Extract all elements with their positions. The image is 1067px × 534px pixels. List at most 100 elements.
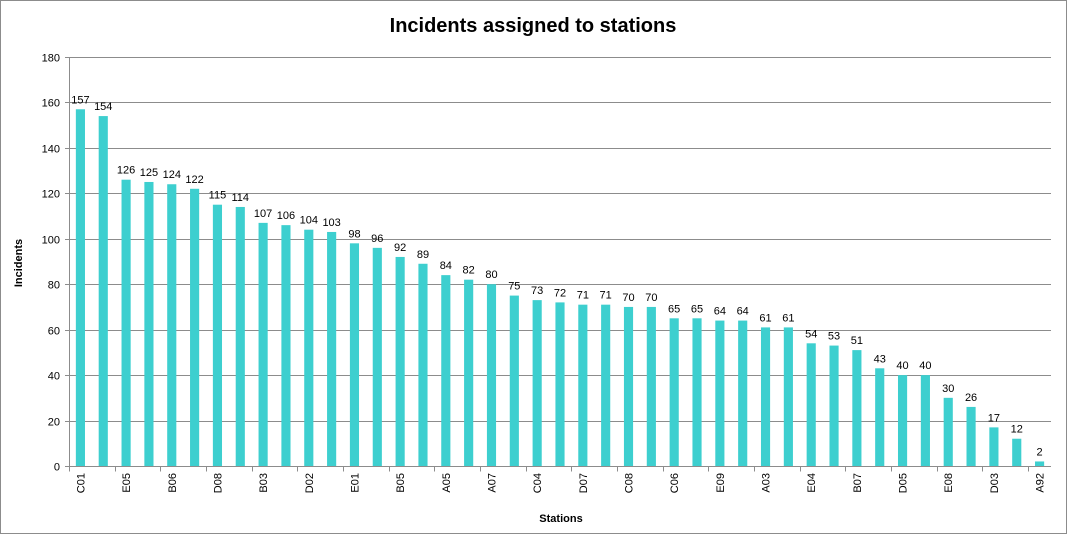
bar (966, 406, 976, 466)
data-label: 154 (94, 101, 112, 113)
data-label: 114 (232, 192, 250, 204)
y-tick-label: 100 (42, 235, 60, 247)
y-tick-label: 140 (42, 144, 60, 156)
x-tick-label: E01 (349, 473, 361, 493)
bar (372, 247, 382, 466)
data-label: 80 (485, 269, 497, 281)
data-label: 126 (117, 165, 135, 177)
data-label: 122 (185, 174, 203, 186)
data-label: 30 (942, 383, 954, 395)
data-label: 104 (300, 215, 318, 227)
data-label: 40 (896, 360, 908, 372)
x-tick-label: B05 (395, 473, 407, 493)
data-label: 65 (668, 303, 680, 315)
bar (943, 397, 953, 466)
x-tick-label: D02 (304, 473, 316, 493)
x-tick-label: B06 (167, 473, 179, 493)
bar (783, 327, 793, 466)
bar (738, 320, 748, 466)
data-label: 157 (71, 94, 89, 106)
data-label: 84 (440, 260, 452, 272)
bar (875, 368, 885, 466)
y-tick-label: 80 (48, 280, 60, 292)
x-tick-label: B03 (258, 473, 270, 493)
data-label: 92 (394, 242, 406, 254)
y-axis-title: Incidents (13, 239, 25, 287)
x-tick-label: E04 (806, 473, 818, 493)
data-label: 103 (322, 217, 340, 229)
bar (852, 350, 862, 466)
bar (760, 327, 771, 466)
data-label: 96 (371, 233, 383, 245)
data-label: 106 (277, 210, 295, 222)
bar (418, 263, 428, 466)
x-tick-label: B07 (852, 473, 864, 493)
data-label: 17 (988, 412, 1000, 424)
bar (829, 345, 839, 466)
y-tick-label: 60 (48, 326, 60, 338)
bar (989, 427, 999, 466)
data-label: 61 (759, 312, 771, 324)
bar (1035, 461, 1045, 466)
x-tick-label: D05 (898, 473, 910, 493)
data-label: 115 (209, 190, 227, 202)
x-axis-ticks: C01 E05 B06 D08 B03 D02 E01 B05 A05 A07 C04 D07 C08 C… (75, 473, 1046, 493)
bar (601, 304, 611, 466)
bar (304, 229, 314, 466)
y-tick-label: 180 (42, 53, 60, 65)
bar (144, 181, 154, 466)
data-label: 75 (508, 281, 520, 293)
bar (327, 231, 337, 466)
y-tick-label: 120 (42, 189, 60, 201)
x-tick-label: E08 (943, 473, 955, 493)
bar (669, 318, 679, 466)
y-axis-ticks: 0 20 40 60 80 100 120 140 160 180 (42, 53, 69, 474)
data-label: 98 (348, 228, 360, 240)
x-tick-label: C06 (669, 473, 681, 493)
x-tick-label: A05 (441, 473, 453, 493)
data-label: 107 (254, 208, 272, 220)
bar (441, 275, 451, 466)
x-tick-label: C08 (624, 473, 636, 493)
data-label: 89 (417, 249, 429, 261)
x-tick-label: C01 (75, 473, 87, 493)
data-label: 2 (1037, 446, 1043, 458)
y-tick-label: 0 (54, 462, 60, 474)
y-tick-label: 40 (48, 371, 60, 383)
bar (212, 204, 223, 466)
data-label: 61 (782, 312, 794, 324)
data-labels: 157 154 126 125 124 122 115 114 107 106 104 103 98 96… (71, 94, 1042, 458)
data-label: 51 (851, 335, 863, 347)
y-tick-label: 160 (42, 98, 60, 110)
data-label: 71 (600, 290, 612, 302)
data-label: 125 (140, 167, 158, 179)
data-label: 71 (577, 290, 589, 302)
x-tick-label: D07 (578, 473, 590, 493)
y-tick-label: 20 (48, 417, 60, 429)
bar (509, 295, 519, 466)
bar (349, 243, 360, 466)
x-tick-label: E09 (715, 473, 727, 493)
x-tick-label: D03 (989, 473, 1001, 493)
x-tick-label: A07 (486, 473, 498, 493)
data-label: 73 (531, 285, 543, 297)
x-axis-title: Stations (539, 513, 582, 525)
data-label: 70 (645, 292, 657, 304)
bar (281, 225, 291, 466)
bar (121, 179, 131, 466)
bar (395, 256, 405, 466)
bar (532, 300, 542, 466)
bar (235, 206, 245, 466)
data-label: 124 (163, 169, 181, 181)
bar (692, 318, 702, 466)
bar (578, 304, 588, 466)
bar (486, 284, 497, 466)
bar (258, 222, 268, 466)
data-label: 53 (828, 331, 840, 343)
x-axis (69, 57, 1051, 472)
x-tick-label: C04 (532, 473, 544, 493)
bar (167, 184, 177, 466)
x-tick-label: A92 (1035, 473, 1047, 493)
